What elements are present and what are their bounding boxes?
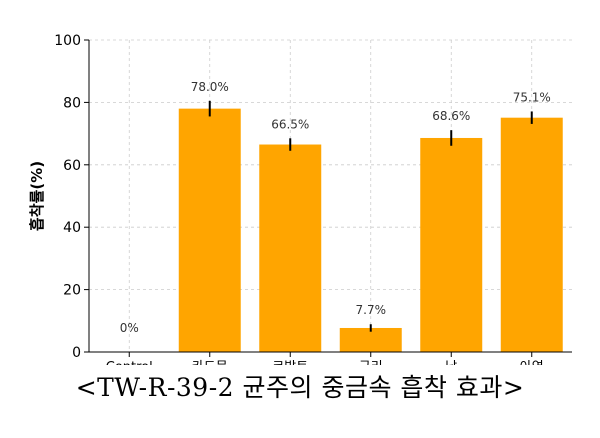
- x-tick-label-5: 아연: [520, 360, 544, 365]
- y-axis-label: 흡착률(%): [28, 161, 46, 231]
- value-label-1: 78.0%: [191, 80, 229, 94]
- bar-chart: 0% 78.0% 66.5% 7.7% 68.6% 75.1% Control 카드뮴 코발트…: [28, 33, 572, 365]
- x-tick-labels: Control 카드뮴 코발트 구리 납 아연: [106, 352, 544, 365]
- y-tick-label: 80: [63, 95, 81, 111]
- bar-4: [420, 137, 483, 352]
- x-tick-label-2: 코발트: [272, 360, 308, 365]
- chart-caption: <TW-R-39-2 균주의 중금속 흡착 효과>: [75, 373, 525, 402]
- bars: [178, 108, 563, 352]
- error-bars: [208, 100, 533, 332]
- value-label-5: 75.1%: [513, 90, 551, 104]
- bar-5: [500, 117, 563, 352]
- x-tick-label-3: 구리: [359, 360, 383, 365]
- value-label-4: 68.6%: [432, 109, 470, 123]
- y-tick-label: 40: [63, 220, 81, 236]
- value-labels: 0% 78.0% 66.5% 7.7% 68.6% 75.1%: [120, 80, 551, 335]
- bar-1: [178, 108, 241, 352]
- grid-lines: [89, 39, 572, 353]
- value-label-2: 66.5%: [271, 117, 309, 131]
- x-tick-label-1: 카드뮴: [192, 360, 228, 365]
- x-tick-label-4: 납: [445, 360, 457, 365]
- y-tick-label: 0: [72, 345, 81, 361]
- y-tick-label: 100: [54, 33, 81, 49]
- bar-3: [339, 327, 402, 352]
- value-label-0: 0%: [120, 321, 139, 335]
- y-tick-labels: 0 20 40 60 80 100: [54, 33, 89, 361]
- bar-2: [259, 144, 322, 352]
- value-label-3: 7.7%: [356, 303, 387, 317]
- x-tick-label-0: Control: [106, 360, 153, 365]
- y-tick-label: 20: [63, 283, 81, 299]
- y-tick-label: 60: [63, 158, 81, 174]
